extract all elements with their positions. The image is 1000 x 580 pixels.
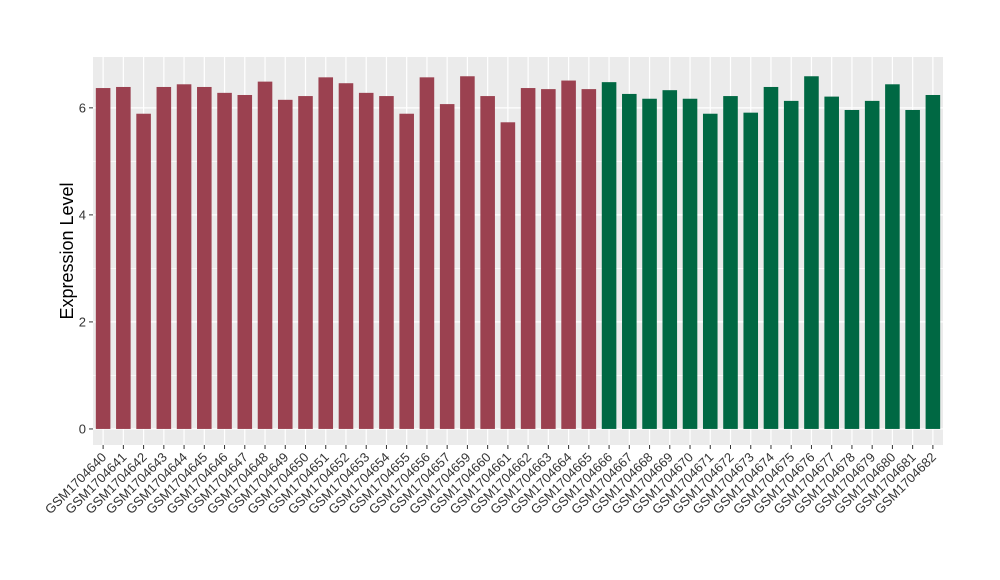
- minor-gridlines: [93, 161, 943, 376]
- bar-GSM1704664: [561, 80, 576, 429]
- bar-GSM1704674: [763, 86, 779, 429]
- bar-GSM1704661: [500, 122, 516, 429]
- y-tick-label: 6: [79, 100, 86, 115]
- bar-GSM1704646: [217, 92, 232, 429]
- bar-GSM1704655: [399, 113, 414, 429]
- bar-GSM1704678: [844, 109, 860, 429]
- bar-GSM1704679: [864, 100, 880, 429]
- bars-group: [95, 76, 941, 429]
- bar-GSM1704643: [156, 86, 172, 429]
- y-axis-title: Expression Level: [57, 182, 77, 319]
- bar-GSM1704671: [702, 113, 718, 429]
- bar-GSM1704647: [237, 94, 253, 429]
- bar-GSM1704653: [358, 92, 374, 429]
- y-axis: 0 2 4 6: [79, 100, 93, 436]
- bar-GSM1704673: [743, 112, 759, 429]
- bar-GSM1704649: [277, 99, 293, 429]
- bar-GSM1704656: [419, 77, 435, 429]
- bar-GSM1704669: [662, 90, 678, 429]
- bar-GSM1704651: [318, 77, 334, 429]
- bar-GSM1704682: [925, 94, 941, 429]
- bar-GSM1704644: [176, 84, 192, 429]
- y-tick-label: 0: [79, 421, 86, 436]
- bar-GSM1704675: [783, 100, 799, 429]
- bar-GSM1704666: [601, 82, 617, 429]
- bar-GSM1704654: [379, 96, 394, 429]
- bar-GSM1704640: [95, 88, 111, 429]
- bar-GSM1704659: [460, 76, 475, 429]
- bar-GSM1704642: [136, 113, 151, 429]
- y-tick-label: 2: [79, 314, 86, 329]
- bar-GSM1704662: [520, 88, 536, 429]
- bar-GSM1704665: [581, 89, 597, 429]
- bar-GSM1704670: [682, 98, 698, 429]
- bar-GSM1704672: [723, 96, 738, 429]
- bar-GSM1704676: [804, 76, 819, 429]
- bar-GSM1704652: [338, 83, 354, 429]
- bar-GSM1704680: [885, 84, 900, 429]
- bar-GSM1704648: [257, 81, 273, 429]
- bar-GSM1704667: [622, 93, 637, 429]
- bar-GSM1704660: [480, 96, 495, 429]
- plot-panel: [93, 57, 943, 445]
- bar-GSM1704657: [439, 104, 455, 429]
- x-axis: GSM1704640GSM1704641GSM1704642GSM1704643…: [42, 445, 939, 517]
- bar-GSM1704641: [116, 86, 131, 429]
- bar-GSM1704645: [197, 86, 212, 429]
- bar-GSM1704650: [298, 96, 313, 429]
- bar-GSM1704681: [905, 109, 920, 429]
- bar-GSM1704668: [642, 98, 657, 429]
- y-tick-label: 4: [79, 207, 86, 222]
- bar-GSM1704677: [824, 96, 839, 429]
- bar-GSM1704663: [541, 89, 556, 429]
